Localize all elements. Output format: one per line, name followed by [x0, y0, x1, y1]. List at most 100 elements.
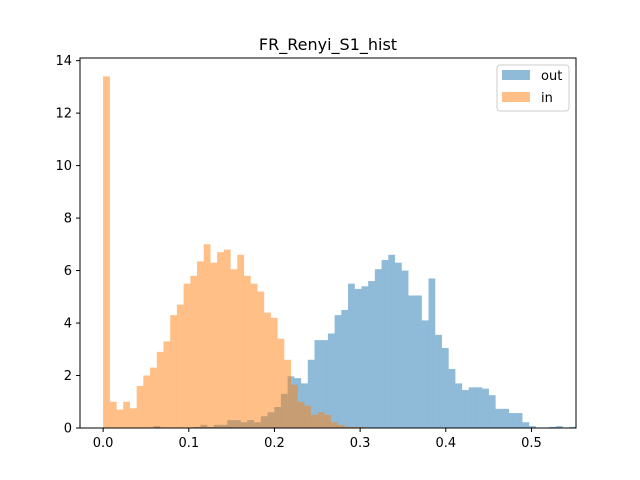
x-tick-label: 0.1 — [178, 436, 199, 451]
bar-out-31 — [361, 286, 369, 428]
bar-in-28 — [290, 384, 298, 428]
legend-swatch-in — [502, 92, 530, 102]
legend-label-in: in — [541, 91, 553, 106]
bar-in-10 — [170, 315, 177, 428]
bar-out-59 — [549, 426, 557, 428]
bar-out-33 — [374, 269, 382, 428]
x-tick-label: 0.0 — [93, 436, 114, 451]
bar-in-16 — [210, 262, 218, 428]
bar-in-30 — [304, 405, 312, 428]
chart-title: FR_Renyi_S1_hist — [259, 35, 397, 55]
bar-in-26 — [277, 338, 285, 428]
bar-out-38 — [408, 295, 416, 428]
legend-swatch-out — [502, 70, 530, 80]
bar-in-4 — [129, 408, 137, 428]
bar-out-52 — [502, 408, 510, 428]
bar-in-24 — [264, 312, 271, 428]
x-tick-label: 0.5 — [521, 436, 542, 451]
bar-in-17 — [217, 252, 224, 428]
bar-out-51 — [495, 408, 503, 428]
bar-in-2 — [116, 409, 124, 428]
bar-out-39 — [415, 295, 422, 428]
bar-in-37 — [351, 426, 359, 428]
x-tick-label: 0.3 — [350, 436, 371, 451]
bar-out-41 — [428, 278, 436, 428]
bar-out-47 — [468, 387, 476, 428]
bar-in-12 — [183, 283, 191, 428]
bar-out-60 — [555, 426, 563, 428]
bar-in-8 — [156, 351, 164, 428]
bar-out-42 — [435, 334, 442, 428]
y-tick-label: 4 — [64, 317, 72, 332]
bar-out-45 — [455, 383, 463, 428]
bar-out-28 — [341, 309, 349, 428]
bar-in-14 — [197, 261, 204, 428]
bar-in-15 — [203, 244, 211, 428]
bar-in-35 — [337, 424, 345, 428]
bar-out-34 — [381, 260, 389, 428]
bar-out-22 — [301, 383, 308, 428]
bar-out-35 — [388, 254, 396, 428]
bar-in-13 — [190, 275, 198, 428]
bar-in-31 — [311, 414, 318, 428]
bar-in-25 — [270, 317, 278, 428]
y-tick-label: 12 — [55, 107, 72, 122]
bar-out-46 — [462, 389, 469, 428]
plot-frame — [79, 57, 577, 429]
bar-in-29 — [297, 401, 305, 428]
y-tick-label: 14 — [55, 54, 72, 69]
bar-out-29 — [348, 283, 355, 428]
bar-in-0 — [103, 76, 110, 429]
bar-in-32 — [317, 412, 325, 428]
bar-out-43 — [441, 347, 449, 428]
bar-in-1 — [109, 401, 117, 428]
legend: out in — [496, 64, 570, 112]
y-tick-label: 2 — [64, 369, 72, 384]
bar-in-3 — [123, 401, 131, 428]
y-tick-label: 0 — [64, 422, 72, 437]
legend-label-out: out — [541, 69, 562, 84]
bar-in-18 — [223, 249, 231, 428]
x-axis: 0.0 0.1 0.2 0.3 0.4 0.5 — [93, 428, 542, 451]
bar-in-7 — [150, 367, 157, 428]
x-tick-label: 0.4 — [435, 436, 456, 451]
bar-out-48 — [475, 387, 483, 428]
y-axis: 0 2 4 6 8 10 12 14 — [55, 54, 80, 437]
bar-out-25 — [321, 340, 328, 428]
bar-in-38 — [358, 426, 365, 428]
bar-out-55 — [522, 422, 530, 428]
y-tick-label: 8 — [64, 212, 72, 227]
bar-in-20 — [237, 254, 245, 428]
bar-in-22 — [250, 283, 258, 428]
bar-out-56 — [529, 426, 536, 428]
series-in — [103, 76, 365, 429]
bar-in-27 — [284, 359, 291, 428]
y-tick-label: 10 — [55, 159, 72, 174]
bar-out-23 — [307, 359, 315, 428]
bar-out-54 — [515, 413, 523, 428]
bar-in-34 — [331, 422, 338, 428]
bar-out-32 — [368, 281, 375, 428]
y-tick-label: 6 — [64, 264, 72, 279]
bar-out-30 — [354, 288, 362, 428]
x-tick-label: 0.2 — [264, 436, 285, 451]
bar-in-6 — [143, 375, 151, 428]
bar-in-21 — [243, 275, 251, 428]
bar-out-37 — [401, 270, 409, 428]
bar-in-23 — [257, 291, 265, 428]
bar-out-53 — [509, 413, 516, 428]
bar-in-19 — [230, 269, 238, 428]
bar-out-24 — [314, 340, 322, 428]
bar-out-27 — [334, 315, 342, 428]
bars-layer — [103, 76, 577, 429]
bar-in-33 — [324, 414, 332, 428]
bar-out-62 — [569, 426, 577, 428]
bar-out-50 — [488, 395, 496, 428]
bar-out-40 — [421, 320, 429, 428]
bar-in-9 — [163, 341, 171, 428]
bar-out-36 — [394, 262, 402, 428]
bar-out-49 — [482, 388, 489, 428]
bar-in-11 — [176, 304, 184, 428]
bar-out-44 — [448, 368, 456, 428]
